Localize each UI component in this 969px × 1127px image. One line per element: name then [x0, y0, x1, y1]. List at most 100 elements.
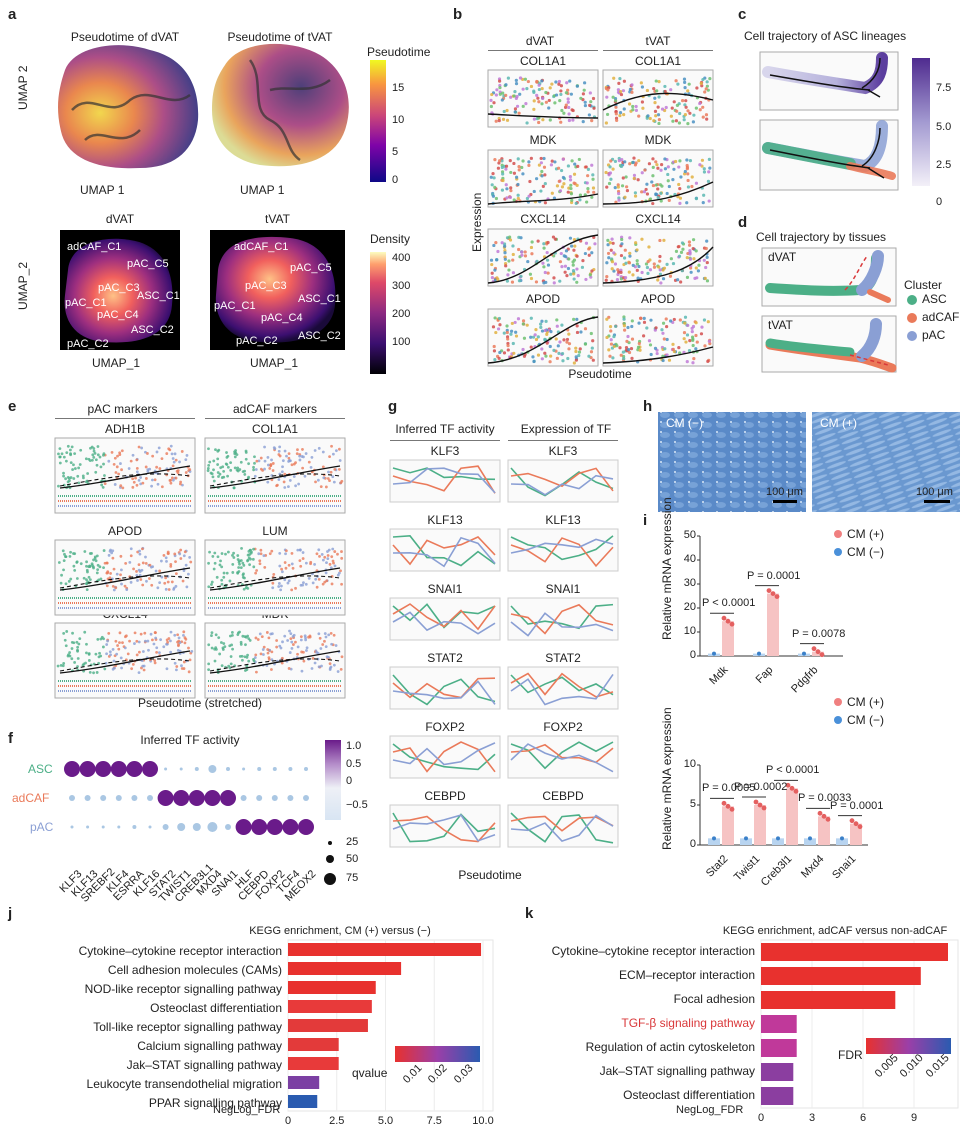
- b-point: [575, 267, 579, 271]
- b-point: [617, 198, 621, 202]
- b-point: [543, 173, 547, 177]
- cluster-label: ASC_C1: [298, 293, 341, 305]
- b-point: [590, 119, 594, 123]
- panel-label-b: b: [453, 6, 463, 23]
- b-point: [513, 110, 517, 114]
- b-point: [585, 181, 589, 185]
- b-point: [613, 262, 618, 266]
- b-point: [498, 86, 502, 90]
- b-point: [532, 90, 536, 94]
- b-point: [557, 179, 561, 183]
- b-point: [541, 184, 545, 189]
- b-point: [704, 87, 708, 91]
- b-point: [516, 196, 520, 201]
- b-point: [669, 114, 673, 118]
- b-point: [632, 176, 636, 181]
- b-point: [645, 88, 649, 93]
- b-point: [683, 113, 687, 117]
- b-point: [702, 258, 706, 262]
- b-point: [537, 83, 541, 87]
- b-point: [631, 263, 635, 267]
- b-point: [581, 120, 585, 124]
- b-point: [656, 166, 660, 170]
- b-point: [541, 261, 545, 265]
- b-point: [632, 173, 637, 177]
- b-point: [635, 248, 639, 252]
- b-point: [583, 251, 587, 256]
- b-point: [505, 279, 510, 283]
- b-point: [623, 248, 627, 252]
- b-point: [569, 92, 573, 96]
- b-point: [527, 163, 531, 168]
- b-point: [613, 159, 618, 164]
- b-point: [521, 172, 525, 176]
- cluster-label: pAC_C2: [236, 335, 278, 347]
- b-point: [497, 119, 501, 123]
- b-point: [564, 91, 568, 95]
- cluster-label: pAC_C3: [98, 282, 140, 294]
- b-point: [610, 237, 614, 241]
- b-point: [562, 111, 566, 115]
- title-dvat-pseudotime: Pseudotime of dVAT: [70, 30, 180, 44]
- b-point: [539, 156, 543, 161]
- b-point: [617, 159, 621, 163]
- b-point: [680, 99, 685, 103]
- b-point: [564, 249, 569, 253]
- umap-pseudotime-plots: [58, 43, 386, 374]
- b-point: [683, 80, 687, 85]
- b-point: [558, 99, 562, 103]
- b-point: [705, 80, 709, 84]
- b-point: [507, 259, 511, 263]
- cluster-label: pAC_C5: [127, 258, 169, 270]
- b-point: [585, 200, 589, 204]
- b-point: [651, 183, 656, 188]
- b-point: [705, 84, 709, 88]
- b-point: [640, 190, 644, 194]
- b-point: [625, 185, 629, 189]
- b-point: [544, 280, 548, 284]
- b-point: [605, 275, 609, 279]
- b-point: [678, 111, 682, 116]
- b-point: [572, 277, 576, 281]
- b-point: [559, 92, 563, 97]
- b-point: [705, 117, 709, 121]
- pseudotime-colorbar-title: Pseudotime: [367, 45, 431, 59]
- b-point: [504, 167, 508, 171]
- b-point: [625, 188, 630, 193]
- b-point: [708, 77, 712, 81]
- b-point: [691, 238, 696, 242]
- b-point: [511, 271, 516, 275]
- b-point: [703, 276, 707, 280]
- b-point: [668, 274, 673, 278]
- b-point: [543, 181, 547, 186]
- b-point: [705, 279, 710, 283]
- b-point: [654, 192, 658, 196]
- b-point: [539, 161, 543, 165]
- b-point: [569, 272, 573, 276]
- b-point: [574, 201, 578, 205]
- b-point: [631, 273, 635, 277]
- b-point: [698, 101, 702, 106]
- b-point: [657, 121, 661, 126]
- b-point: [500, 98, 504, 102]
- b-point: [637, 114, 641, 118]
- b-point: [687, 82, 691, 86]
- b-point: [489, 258, 494, 262]
- b-point: [575, 183, 579, 187]
- b-point: [704, 113, 709, 117]
- b-point: [505, 118, 510, 122]
- b-point: [653, 101, 657, 105]
- b-point: [620, 237, 624, 242]
- b-point: [540, 86, 544, 91]
- b-point: [509, 170, 513, 175]
- b-point: [694, 197, 698, 201]
- b-point: [545, 250, 549, 255]
- b-point: [612, 251, 616, 255]
- panel-label-j: j: [8, 905, 13, 922]
- b-point: [559, 251, 563, 256]
- b-point: [540, 169, 544, 174]
- cluster-label: adCAF_C1: [234, 241, 289, 253]
- gene-label: APOD: [640, 292, 675, 306]
- b-point: [677, 165, 681, 169]
- b-point: [509, 189, 513, 193]
